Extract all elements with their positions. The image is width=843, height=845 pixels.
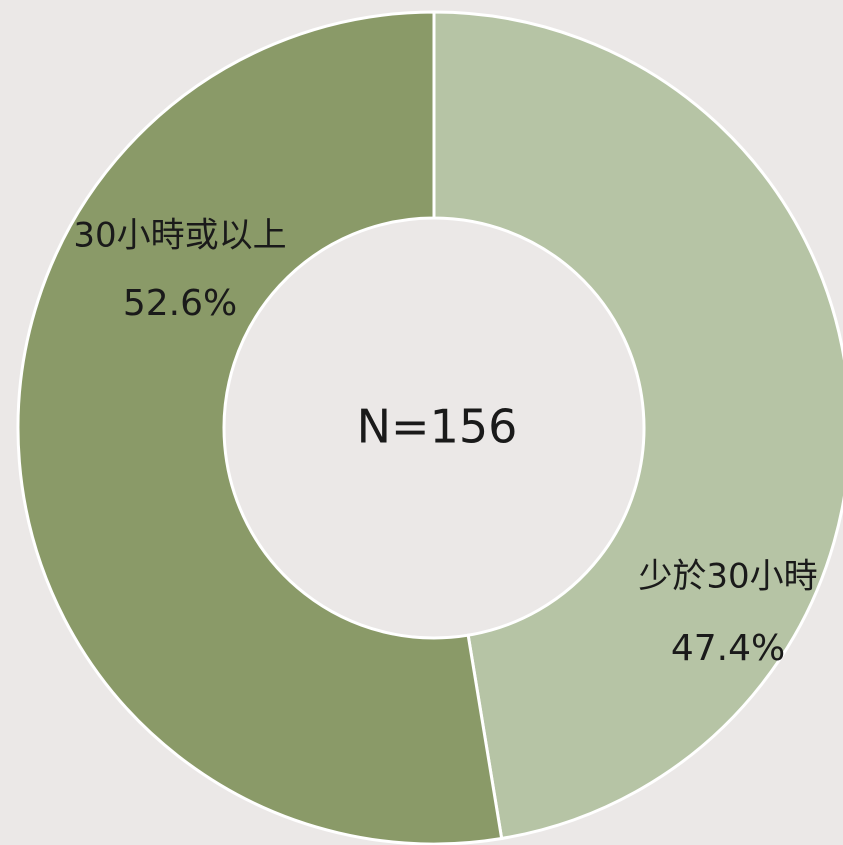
slice-label: 少於30小時 [638,557,817,597]
value-label: 47.4% [671,628,785,669]
value-label: 52.6% [123,283,237,324]
slice-label: 30小時或以上 [73,216,286,256]
slice [432,10,843,841]
slice [16,10,504,845]
center-label: N=156 [357,400,518,454]
slices [16,10,843,845]
